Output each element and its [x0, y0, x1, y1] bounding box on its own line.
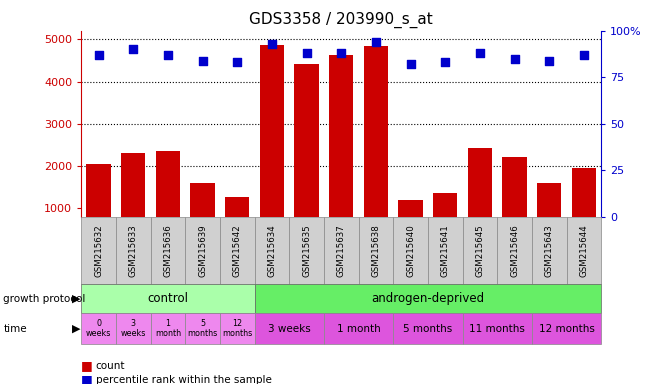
Point — [266, 41, 277, 47]
Bar — [572, 168, 596, 251]
Bar — [329, 55, 354, 251]
Text: percentile rank within the sample: percentile rank within the sample — [96, 375, 272, 384]
Point — [198, 58, 208, 64]
Bar — [537, 183, 562, 251]
Point — [440, 59, 450, 65]
Point — [302, 50, 312, 56]
Text: GSM215636: GSM215636 — [163, 224, 172, 277]
Text: ▶: ▶ — [72, 293, 81, 304]
Point — [370, 39, 381, 45]
Bar — [398, 200, 422, 251]
Bar — [433, 193, 458, 251]
Bar — [502, 157, 526, 251]
Point — [128, 46, 138, 52]
Text: GSM215641: GSM215641 — [441, 224, 450, 277]
Text: 3 weeks: 3 weeks — [268, 324, 311, 334]
Bar — [121, 152, 146, 251]
Bar — [225, 197, 250, 251]
Text: GSM215643: GSM215643 — [545, 224, 554, 277]
Point — [336, 50, 346, 56]
Text: GSM215639: GSM215639 — [198, 224, 207, 277]
Text: GSM215640: GSM215640 — [406, 224, 415, 277]
Text: 3
weeks: 3 weeks — [120, 319, 146, 338]
Text: 12 months: 12 months — [539, 324, 595, 334]
Text: GSM215637: GSM215637 — [337, 224, 346, 277]
Text: GSM215638: GSM215638 — [371, 224, 380, 277]
Bar — [468, 147, 492, 251]
Text: time: time — [3, 324, 27, 334]
Bar — [156, 151, 180, 251]
Point — [474, 50, 485, 56]
Bar — [86, 164, 110, 251]
Text: GSM215632: GSM215632 — [94, 224, 103, 277]
Text: ■: ■ — [81, 359, 93, 372]
Bar — [294, 64, 318, 251]
Text: 0
weeks: 0 weeks — [86, 319, 111, 338]
Text: 5 months: 5 months — [403, 324, 452, 334]
Point — [94, 52, 104, 58]
Text: ▶: ▶ — [72, 324, 81, 334]
Text: 12
months: 12 months — [222, 319, 252, 338]
Text: GSM215642: GSM215642 — [233, 224, 242, 277]
Point — [232, 59, 242, 65]
Text: GSM215645: GSM215645 — [475, 224, 484, 277]
Text: ■: ■ — [81, 373, 93, 384]
Point — [578, 52, 589, 58]
Text: GSM215644: GSM215644 — [579, 224, 588, 277]
Point — [162, 52, 173, 58]
Point — [510, 56, 520, 62]
Point — [544, 58, 554, 64]
Point — [406, 61, 416, 67]
Text: 11 months: 11 months — [469, 324, 525, 334]
Text: GSM215635: GSM215635 — [302, 224, 311, 277]
Text: GSM215634: GSM215634 — [267, 224, 276, 277]
Text: 1 month: 1 month — [337, 324, 380, 334]
Text: GSM215633: GSM215633 — [129, 224, 138, 277]
Text: androgen-deprived: androgen-deprived — [371, 292, 484, 305]
Text: count: count — [96, 361, 125, 371]
Bar — [364, 46, 388, 251]
Text: control: control — [148, 292, 188, 305]
Text: growth protocol: growth protocol — [3, 293, 86, 304]
Text: 5
months: 5 months — [187, 319, 218, 338]
Bar — [260, 45, 284, 251]
Title: GDS3358 / 203990_s_at: GDS3358 / 203990_s_at — [250, 12, 433, 28]
Text: GSM215646: GSM215646 — [510, 224, 519, 277]
Text: 1
month: 1 month — [155, 319, 181, 338]
Bar — [190, 183, 214, 251]
